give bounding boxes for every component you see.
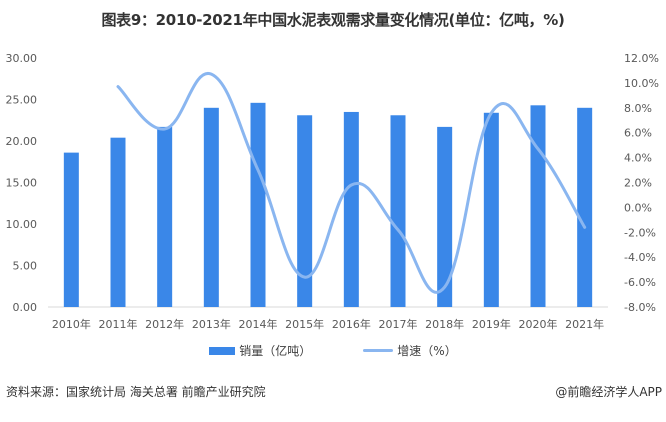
bar-2020年 xyxy=(530,105,546,307)
right-axis-tick: -8.0% xyxy=(624,301,656,314)
legend-item-growth: 增速（%） xyxy=(363,342,457,359)
x-axis-label: 2014年 xyxy=(239,317,278,331)
footer: 资料来源：国家统计局 海关总署 前瞻产业研究院 @前瞻经济学人APP xyxy=(6,383,662,400)
right-axis-tick: 8.0% xyxy=(624,102,652,115)
x-axis-label: 2019年 xyxy=(472,317,511,331)
chart-title: 图表9：2010-2021年中国水泥表观需求量变化情况(单位：亿吨，%) xyxy=(101,11,565,29)
right-axis-tick: -4.0% xyxy=(624,251,656,264)
bar-2016年 xyxy=(343,111,359,307)
bar-2010年 xyxy=(63,152,79,307)
bar-2017年 xyxy=(390,115,406,308)
legend: 销量（亿吨） 增速（%） xyxy=(0,342,666,359)
x-axis-label: 2021年 xyxy=(565,317,604,331)
bar-2015年 xyxy=(297,115,313,308)
bar-swatch-icon xyxy=(209,346,236,355)
combo-chart: 0.00 5.00 10.00 15.00 20.00 25.00 30.00 -8.0% -6… xyxy=(6,52,659,331)
left-axis-tick: 30.00 xyxy=(6,52,38,65)
bar-2012年 xyxy=(157,126,173,307)
bar-2021年 xyxy=(577,107,593,307)
x-axis-label: 2015年 xyxy=(285,317,324,331)
x-axis-label: 2016年 xyxy=(332,317,371,331)
line-swatch-icon xyxy=(363,349,394,352)
x-axis-label: 2012年 xyxy=(145,317,184,331)
right-axis-tick: 12.0% xyxy=(624,52,659,65)
left-axis-tick: 0.00 xyxy=(13,301,38,314)
right-axis-tick: 2.0% xyxy=(624,177,652,190)
right-axis-tick: -2.0% xyxy=(624,226,656,239)
source-note: 资料来源：国家统计局 海关总署 前瞻产业研究院 xyxy=(6,385,266,399)
legend-label-growth: 增速（%） xyxy=(397,344,457,358)
legend-label-sales: 销量（亿吨） xyxy=(239,344,312,358)
left-axis-tick: 15.00 xyxy=(6,177,38,190)
left-axis-tick: 25.00 xyxy=(6,94,38,107)
x-axis-label: 2010年 xyxy=(52,317,91,331)
bar-2019年 xyxy=(483,112,499,307)
bar-2014年 xyxy=(250,102,266,307)
credit-note: @前瞻经济学人APP xyxy=(555,385,662,399)
growth-line xyxy=(116,72,587,294)
right-axis-tick: -6.0% xyxy=(624,276,656,289)
x-axis-label: 2013年 xyxy=(192,317,231,331)
right-axis-tick: 0.0% xyxy=(624,201,652,214)
bar-2018年 xyxy=(437,126,453,307)
left-axis-tick: 5.00 xyxy=(13,260,38,273)
left-axis-tick: 10.00 xyxy=(6,218,38,231)
bar-2013年 xyxy=(203,107,219,307)
x-axis-label: 2020年 xyxy=(519,317,558,331)
x-axis-label: 2017年 xyxy=(379,317,418,331)
x-axis-label: 2011年 xyxy=(99,317,138,331)
right-axis-tick: 6.0% xyxy=(624,127,652,140)
legend-item-sales: 销量（亿吨） xyxy=(209,342,311,359)
right-axis-tick: 4.0% xyxy=(624,152,652,165)
x-axis-label: 2018年 xyxy=(425,317,464,331)
right-axis-tick: 10.0% xyxy=(624,77,659,90)
bar-2011年 xyxy=(110,137,126,307)
left-axis-tick: 20.00 xyxy=(6,135,38,148)
